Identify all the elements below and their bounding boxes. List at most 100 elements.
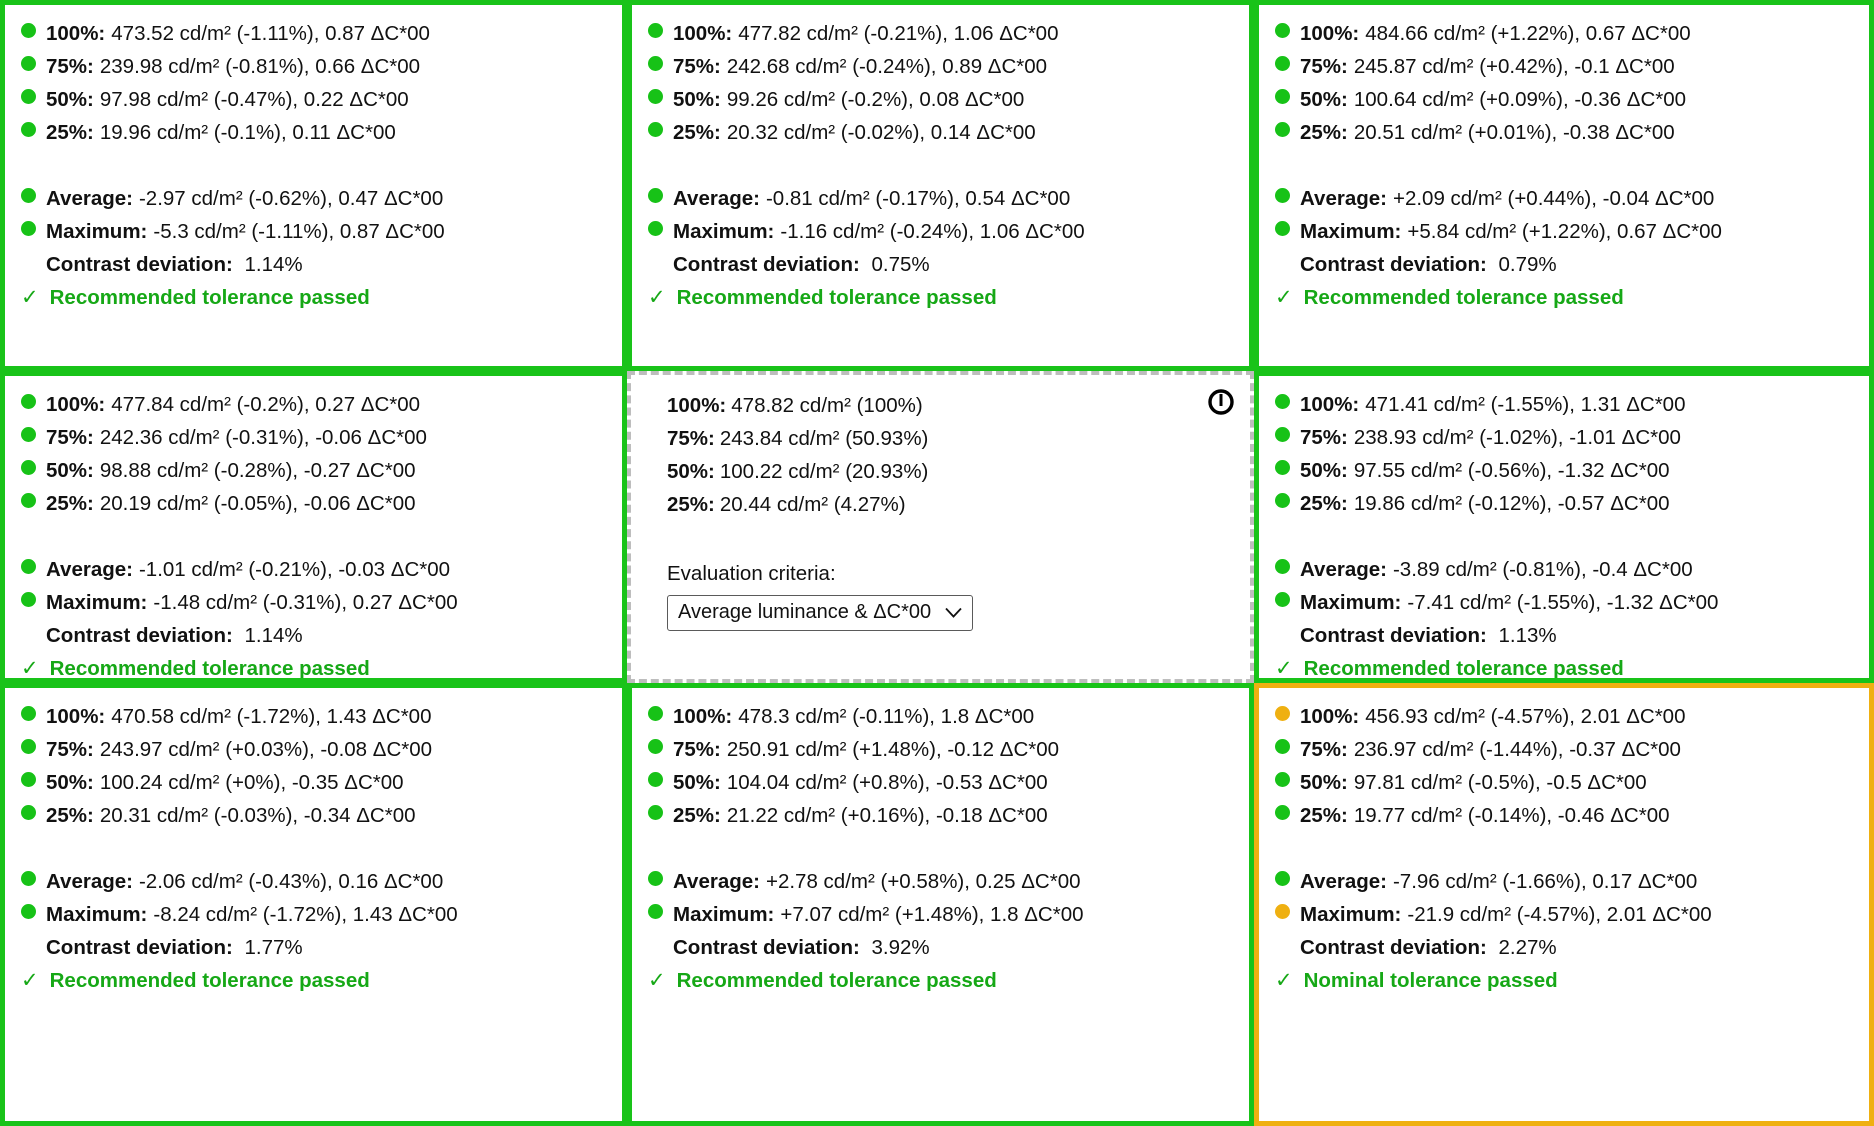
row-label: 25%: [46, 121, 94, 144]
power-standby-icon[interactable] [1208, 389, 1234, 415]
row-value: 20.31 cd/m² (-0.03%), -0.34 ΔC*00 [99, 804, 416, 827]
evaluation-criteria-select[interactable]: Average luminance & ΔC*00 [667, 595, 974, 631]
row-value: 250.91 cd/m² (+1.48%), -0.12 ΔC*00 [726, 738, 1060, 761]
cell-r3c1[interactable]: 100%: 470.58 cd/m² (-1.72%), 1.43 ΔC*00 75… [0, 683, 627, 1126]
check-icon: ✓ [648, 969, 666, 992]
tolerance-verdict-text: Recommended tolerance passed [1303, 286, 1624, 309]
row-label: 50%: [1300, 771, 1348, 794]
check-icon: ✓ [21, 286, 39, 309]
row-label: 50%: [46, 88, 94, 111]
row-label: 100%: [673, 705, 733, 728]
summary-row: Maximum: +5.84 cd/m² (+1.22%), 0.67 ΔC*00 [1275, 215, 1853, 248]
contrast-deviation-label: Contrast deviation: [1300, 936, 1487, 959]
tolerance-verdict: ✓ Recommended tolerance passed [21, 652, 606, 680]
status-dot-green-icon [21, 89, 36, 104]
tolerance-verdict-text: Recommended tolerance passed [49, 969, 370, 992]
contrast-deviation-value: 1.13% [1498, 624, 1557, 647]
contrast-deviation-value: 1.77% [244, 936, 303, 959]
summary-row: Maximum: -21.9 cd/m² (-4.57%), 2.01 ΔC*00 [1275, 898, 1853, 931]
status-dot-green-icon [1275, 871, 1290, 886]
section-spacer [1275, 149, 1853, 182]
tolerance-verdict: ✓ Recommended tolerance passed [21, 281, 606, 314]
level-row: 50%: 97.81 cd/m² (-0.5%), -0.5 ΔC*00 [1275, 766, 1853, 799]
tolerance-verdict-text: Recommended tolerance passed [49, 657, 370, 680]
status-dot-green-icon [1275, 739, 1290, 754]
tolerance-verdict: ✓ Recommended tolerance passed [648, 964, 1233, 997]
row-label: 75%: [673, 738, 721, 761]
row-value: 98.88 cd/m² (-0.28%), -0.27 ΔC*00 [99, 459, 416, 482]
level-row: 50%: 100.64 cd/m² (+0.09%), -0.36 ΔC*00 [1275, 83, 1853, 116]
cell-r3c2[interactable]: 100%: 478.3 cd/m² (-0.11%), 1.8 ΔC*00 75%:… [627, 683, 1254, 1126]
status-dot-green-icon [648, 221, 663, 236]
status-dot-green-icon [21, 221, 36, 236]
section-spacer [21, 520, 606, 553]
tolerance-verdict-text: Recommended tolerance passed [1303, 657, 1624, 680]
status-dot-green-icon [648, 772, 663, 787]
cell-r1c2[interactable]: 100%: 477.82 cd/m² (-0.21%), 1.06 ΔC*00 75… [627, 0, 1254, 371]
level-row: 25%: 19.86 cd/m² (-0.12%), -0.57 ΔC*00 [1275, 487, 1853, 520]
summary-row: Average: +2.78 cd/m² (+0.58%), 0.25 ΔC*00 [648, 865, 1233, 898]
row-label: 25%: [673, 121, 721, 144]
row-value: 97.81 cd/m² (-0.5%), -0.5 ΔC*00 [1353, 771, 1647, 794]
reference-level-row: 25%: 20.44 cd/m² (4.27%) [667, 488, 1234, 521]
row-value: 245.87 cd/m² (+0.42%), -0.1 ΔC*00 [1353, 55, 1675, 78]
row-label: 75%: [46, 738, 94, 761]
cell-r1c1[interactable]: 100%: 473.52 cd/m² (-1.11%), 0.87 ΔC*00 75… [0, 0, 627, 371]
status-dot-green-icon [21, 739, 36, 754]
status-dot-green-icon [1275, 122, 1290, 137]
row-label: 75%: [1300, 55, 1348, 78]
level-row: 50%: 98.88 cd/m² (-0.28%), -0.27 ΔC*00 [21, 454, 606, 487]
level-row: 25%: 20.32 cd/m² (-0.02%), 0.14 ΔC*00 [648, 116, 1233, 149]
check-icon: ✓ [1275, 657, 1293, 680]
status-dot-green-icon [21, 188, 36, 203]
contrast-deviation-row: Contrast deviation: 0.75% [648, 248, 1233, 281]
row-label: 75%: [667, 427, 715, 450]
contrast-deviation-label: Contrast deviation: [673, 253, 860, 276]
tolerance-verdict-text: Recommended tolerance passed [676, 286, 997, 309]
level-row: 25%: 20.19 cd/m² (-0.05%), -0.06 ΔC*00 [21, 487, 606, 520]
status-dot-green-icon [1275, 559, 1290, 574]
row-value: 477.82 cd/m² (-0.21%), 1.06 ΔC*00 [738, 22, 1059, 45]
summary-row: Maximum: +7.07 cd/m² (+1.48%), 1.8 ΔC*00 [648, 898, 1233, 931]
tolerance-verdict: ✓ Recommended tolerance passed [1275, 652, 1853, 680]
section-spacer [21, 832, 606, 865]
contrast-deviation-row: Contrast deviation: 2.27% [1275, 931, 1853, 964]
row-value: 20.19 cd/m² (-0.05%), -0.06 ΔC*00 [99, 492, 416, 515]
row-label: 25%: [1300, 492, 1348, 515]
status-dot-green-icon [1275, 460, 1290, 475]
row-value: +5.84 cd/m² (+1.22%), 0.67 ΔC*00 [1407, 220, 1722, 243]
status-dot-green-icon [21, 805, 36, 820]
section-spacer [21, 149, 606, 182]
row-value: 97.98 cd/m² (-0.47%), 0.22 ΔC*00 [99, 88, 409, 111]
contrast-deviation-label: Contrast deviation: [673, 936, 860, 959]
reference-level-row: 100%: 478.82 cd/m² (100%) [667, 389, 1234, 422]
tolerance-verdict-text: Recommended tolerance passed [49, 286, 370, 309]
row-value: -1.01 cd/m² (-0.21%), -0.03 ΔC*00 [138, 558, 451, 581]
cell-r3c3[interactable]: 100%: 456.93 cd/m² (-4.57%), 2.01 ΔC*00 75… [1254, 683, 1874, 1126]
row-label: 25%: [673, 804, 721, 827]
level-row: 75%: 242.36 cd/m² (-0.31%), -0.06 ΔC*00 [21, 421, 606, 454]
row-label: 25%: [667, 493, 715, 516]
tolerance-verdict: ✓ Recommended tolerance passed [1275, 281, 1853, 314]
contrast-deviation-value: 1.14% [244, 253, 303, 276]
row-label: 100%: [1300, 393, 1360, 416]
row-label: Average: [1300, 187, 1387, 210]
row-value: 478.82 cd/m² (100%) [731, 394, 923, 417]
tolerance-verdict-text: Nominal tolerance passed [1303, 969, 1558, 992]
cell-r2c1[interactable]: 100%: 477.84 cd/m² (-0.2%), 0.27 ΔC*00 75%… [0, 371, 627, 683]
summary-row: Average: -3.89 cd/m² (-0.81%), -0.4 ΔC*00 [1275, 553, 1853, 586]
cell-r1c3[interactable]: 100%: 484.66 cd/m² (+1.22%), 0.67 ΔC*00 75… [1254, 0, 1874, 371]
level-row: 25%: 19.96 cd/m² (-0.1%), 0.11 ΔC*00 [21, 116, 606, 149]
cell-r2c2[interactable]: 100%: 478.82 cd/m² (100%) 75%: 243.84 cd/m²… [627, 371, 1254, 683]
level-row: 50%: 104.04 cd/m² (+0.8%), -0.53 ΔC*00 [648, 766, 1233, 799]
contrast-deviation-value: 0.75% [871, 253, 930, 276]
status-dot-green-icon [648, 23, 663, 38]
status-dot-green-icon [1275, 89, 1290, 104]
contrast-deviation-row: Contrast deviation: 0.79% [1275, 248, 1853, 281]
status-dot-green-icon [1275, 427, 1290, 442]
cell-r2c3[interactable]: 100%: 471.41 cd/m² (-1.55%), 1.31 ΔC*00 75… [1254, 371, 1874, 683]
status-dot-green-icon [1275, 221, 1290, 236]
status-dot-orange-icon [1275, 706, 1290, 721]
level-row: 75%: 250.91 cd/m² (+1.48%), -0.12 ΔC*00 [648, 733, 1233, 766]
contrast-deviation-row: Contrast deviation: 1.13% [1275, 619, 1853, 652]
